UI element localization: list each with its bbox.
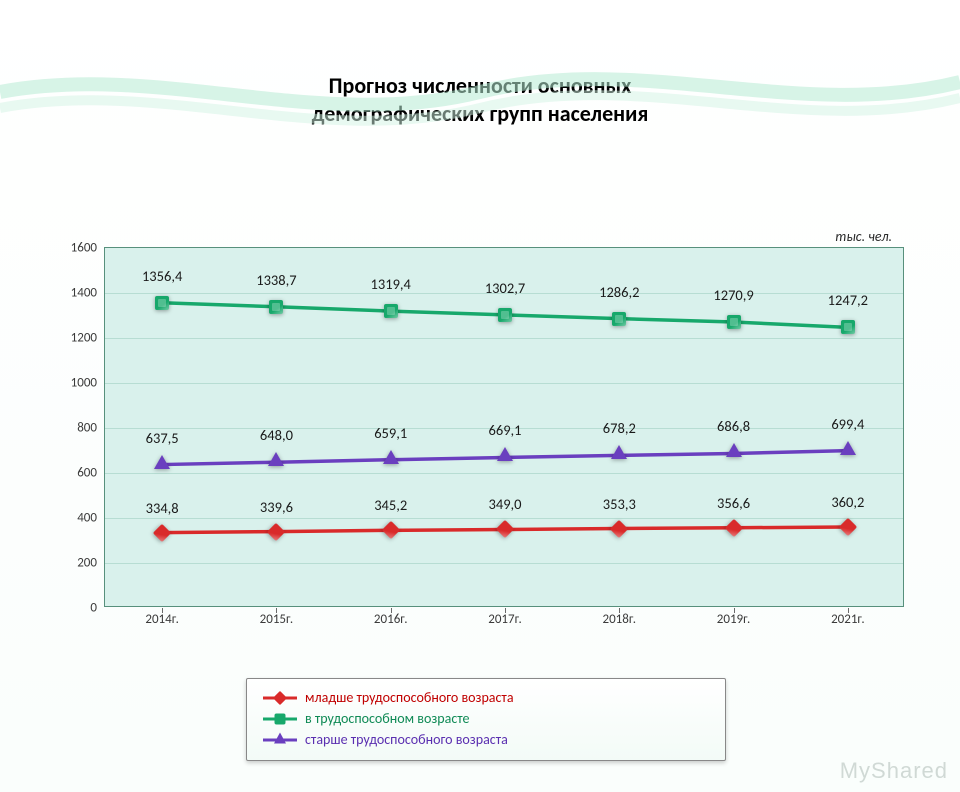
title-line2: демографических групп населения [312,100,649,127]
x-tick-label: 2015г. [260,606,294,627]
x-tick-label: 2019г. [717,606,751,627]
series-above_working_age-marker [840,441,856,455]
y-tick-label: 200 [77,556,105,571]
y-tick-label: 1200 [71,331,105,346]
legend-swatch [263,691,297,705]
legend-item-above_working_age: старше трудоспособного возраста [263,729,709,750]
legend-swatch [263,733,297,747]
x-tick-label: 2017г. [488,606,522,627]
legend-swatch [263,712,297,726]
y-tick-label: 800 [77,421,105,436]
unit-label: тыс. чел. [835,228,892,245]
series-above_working_age-value-label: 637,5 [146,429,179,453]
x-tick-label: 2018г. [603,606,637,627]
series-above_working_age-value-label: 686,8 [717,417,750,441]
legend-item-below_working_age: младше трудоспособного возраста [263,687,709,708]
watermark: MyShared [840,758,948,784]
plot-area: 020040060080010001200140016002014г.2015г… [104,247,904,607]
legend-item-working_age: в трудоспособном возрасте [263,708,709,729]
series-above_working_age-marker [497,447,513,461]
y-tick-label: 1600 [71,241,105,256]
x-tick-label: 2021г. [831,606,865,627]
series-above_working_age-value-label: 669,1 [488,421,521,445]
series-above_working_age-marker [383,450,399,464]
y-tick-label: 400 [77,511,105,526]
series-above_working_age-value-label: 648,0 [260,426,293,450]
title-line1: Прогноз численности основных [329,72,632,99]
series-above_working_age-value-label: 678,2 [603,419,636,443]
series-above_working_age-value-label: 699,4 [831,415,864,439]
chart-title: Прогноз численности основных демографиче… [0,72,960,127]
series-above_working_age-marker [268,452,284,466]
y-tick-label: 0 [90,601,105,616]
y-tick-label: 1000 [71,376,105,391]
line-chart: 020040060080010001200140016002014г.2015г… [56,247,904,639]
legend-label: в трудоспособном возрасте [305,710,470,727]
legend-label: старше трудоспособного возраста [305,731,508,748]
series-above_working_age-marker [154,455,170,469]
y-tick-label: 600 [77,466,105,481]
x-tick-label: 2014г. [145,606,179,627]
x-tick-label: 2016г. [374,606,408,627]
legend-label: младше трудоспособного возраста [305,689,514,706]
series-above_working_age-marker [611,445,627,459]
series-above_working_age-value-label: 659,1 [374,424,407,448]
series-above_working_age-marker [726,443,742,457]
y-tick-label: 1400 [71,286,105,301]
